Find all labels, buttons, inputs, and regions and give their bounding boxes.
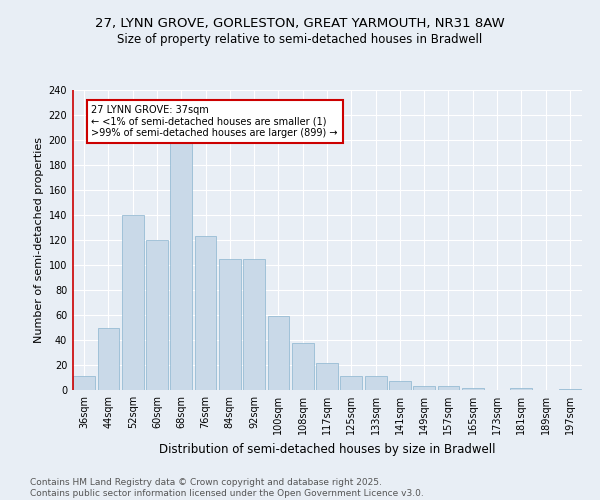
Bar [243,259,265,390]
Y-axis label: Number of semi-detached properties: Number of semi-detached properties [34,137,44,343]
Bar [122,215,143,390]
Bar [511,388,532,390]
Bar [437,386,460,390]
Bar [292,342,314,390]
Text: Contains HM Land Registry data © Crown copyright and database right 2025.
Contai: Contains HM Land Registry data © Crown c… [30,478,424,498]
Bar [268,316,289,390]
Bar [389,381,411,390]
Text: 27 LYNN GROVE: 37sqm
← <1% of semi-detached houses are smaller (1)
>99% of semi-: 27 LYNN GROVE: 37sqm ← <1% of semi-detac… [91,105,338,138]
Bar [97,328,119,390]
Bar [340,376,362,390]
Bar [365,376,386,390]
Text: 27, LYNN GROVE, GORLESTON, GREAT YARMOUTH, NR31 8AW: 27, LYNN GROVE, GORLESTON, GREAT YARMOUT… [95,18,505,30]
Bar [170,140,192,390]
Bar [316,362,338,390]
Text: Size of property relative to semi-detached houses in Bradwell: Size of property relative to semi-detach… [118,32,482,46]
Bar [146,240,168,390]
Bar [73,376,95,390]
Bar [413,386,435,390]
X-axis label: Distribution of semi-detached houses by size in Bradwell: Distribution of semi-detached houses by … [159,442,495,456]
Bar [559,389,581,390]
Bar [462,388,484,390]
Bar [194,236,217,390]
Bar [219,259,241,390]
